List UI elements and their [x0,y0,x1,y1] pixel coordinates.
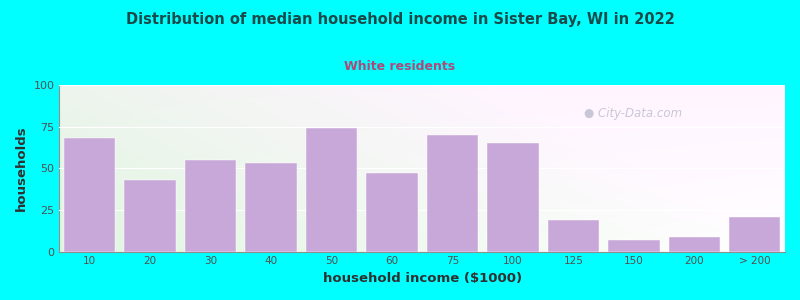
Bar [366,173,418,252]
Bar [487,143,538,252]
Bar [669,237,720,252]
Bar [246,163,297,252]
Bar [125,180,176,252]
Bar [306,128,358,252]
Text: White residents: White residents [345,60,455,73]
Bar [185,160,236,252]
Bar [548,220,599,252]
Y-axis label: households: households [15,125,28,211]
Bar [729,217,781,252]
Text: Distribution of median household income in Sister Bay, WI in 2022: Distribution of median household income … [126,12,674,27]
Bar [608,240,659,252]
X-axis label: household income ($1000): household income ($1000) [322,272,522,285]
Bar [426,135,478,252]
Text: ● City-Data.com: ● City-Data.com [583,107,682,120]
Bar [64,138,115,252]
